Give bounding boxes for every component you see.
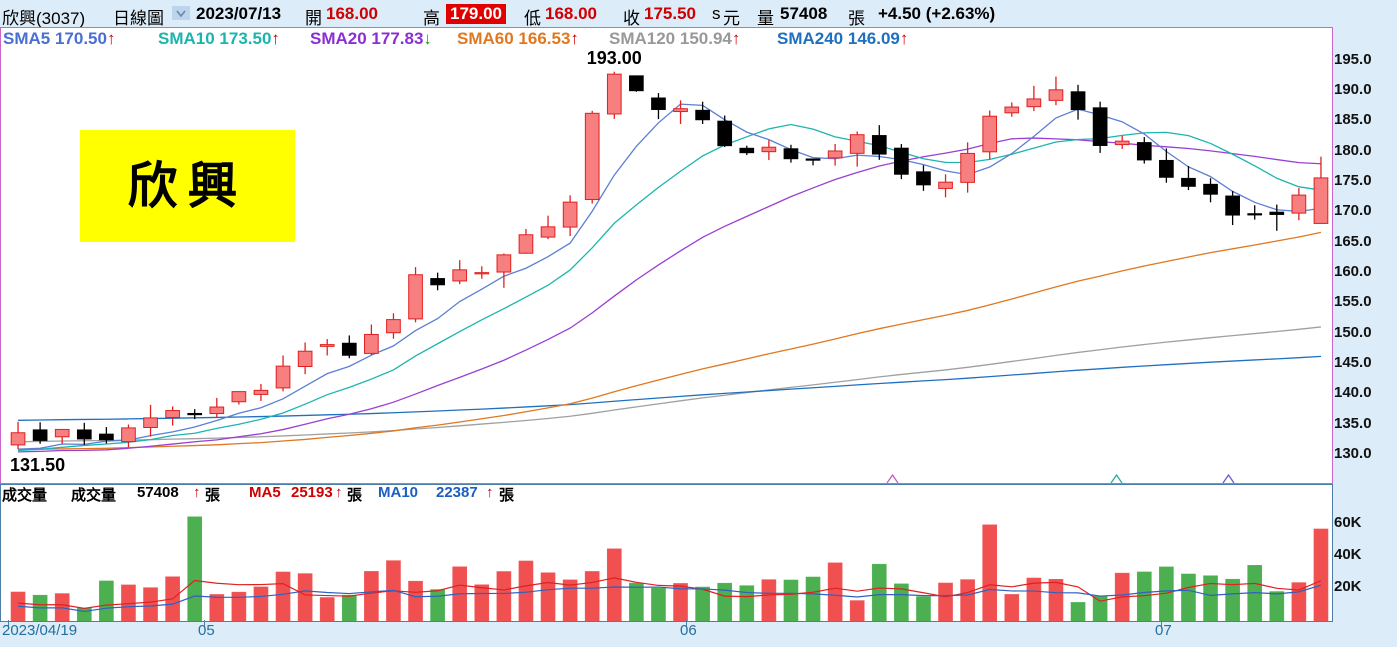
svg-text:131.50: 131.50 xyxy=(10,455,65,475)
svg-text:193.00: 193.00 xyxy=(587,48,642,68)
